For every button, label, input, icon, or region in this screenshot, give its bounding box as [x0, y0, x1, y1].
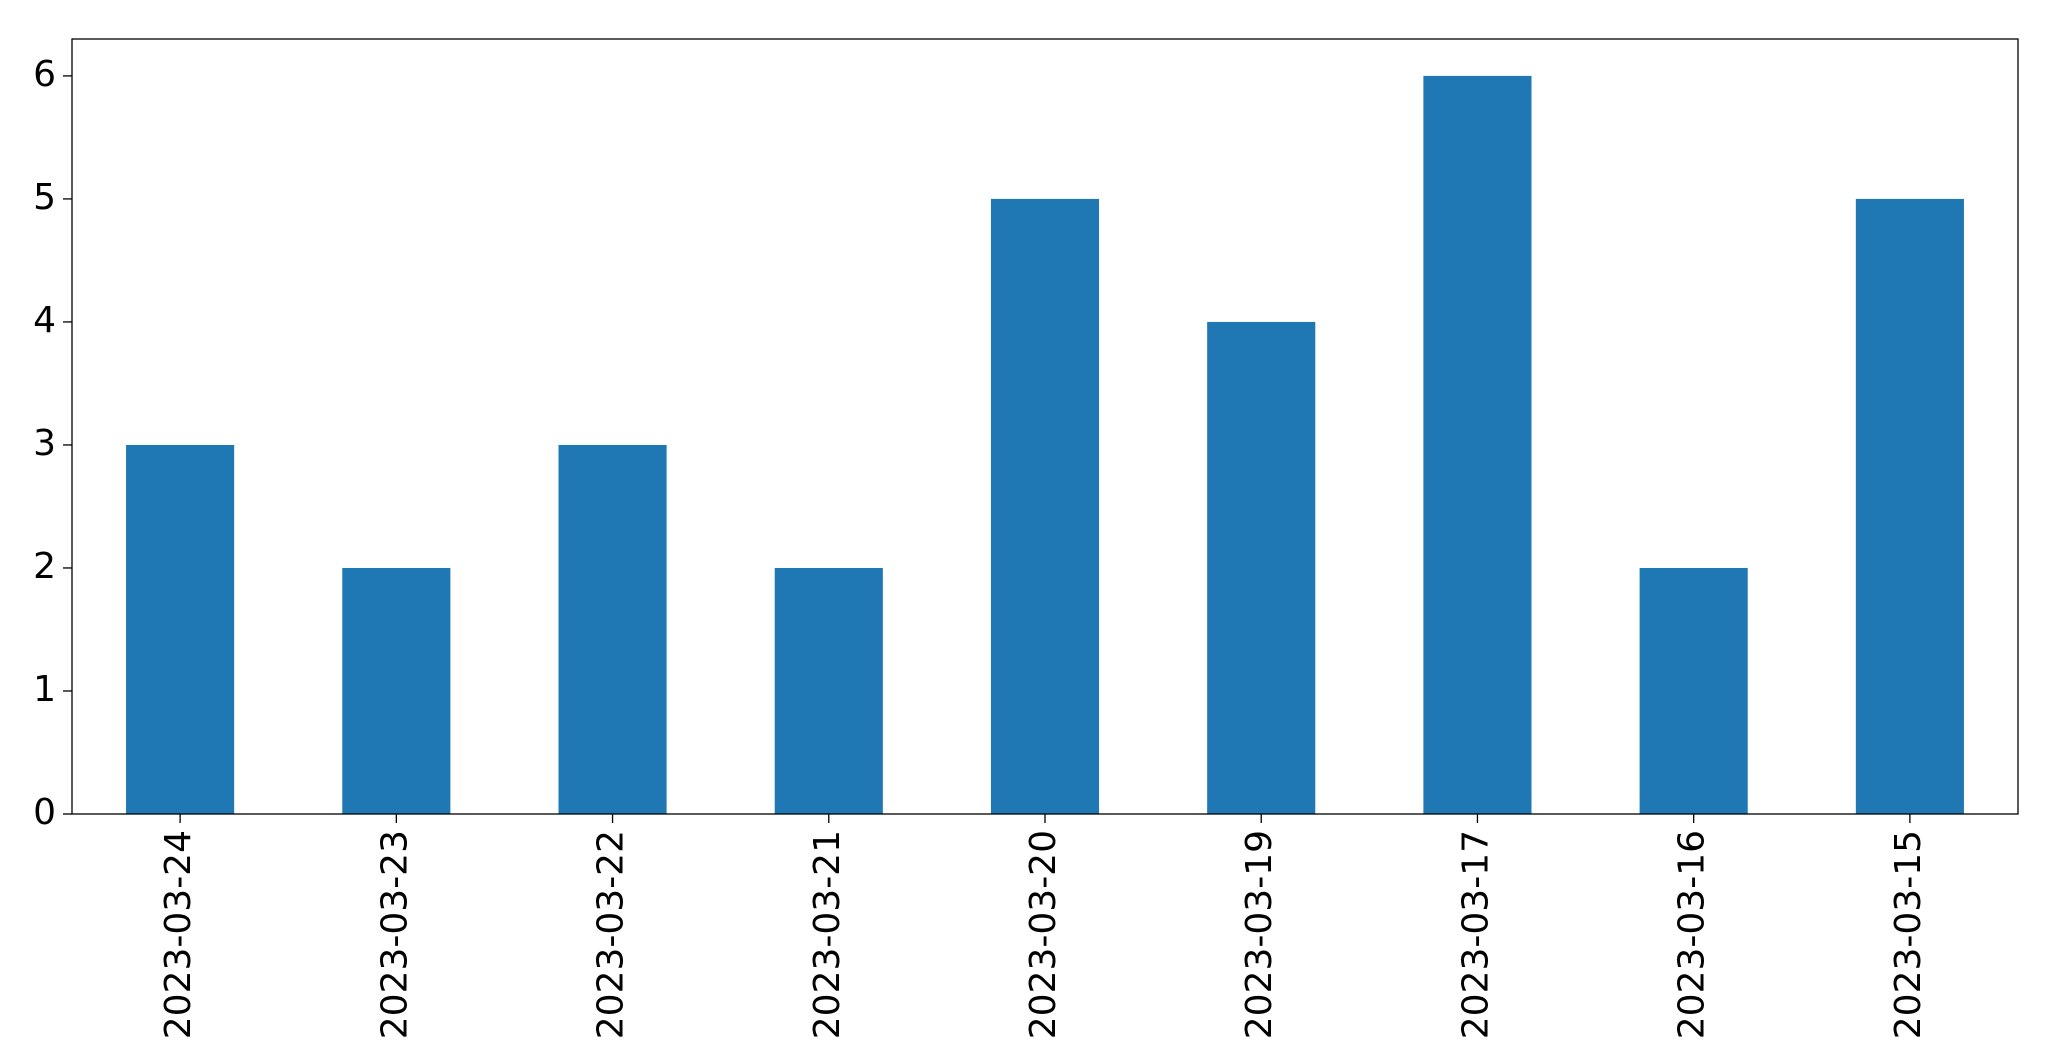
- x-tick-label: 2023-03-20: [1023, 830, 1064, 1039]
- x-tick-label: 2023-03-17: [1455, 830, 1496, 1039]
- bar: [342, 567, 451, 814]
- x-tick-label: 2023-03-24: [158, 830, 199, 1039]
- x-tick-label: 2023-03-19: [1239, 830, 1280, 1039]
- x-tick-label: 2023-03-23: [374, 830, 415, 1039]
- y-tick-label: 2: [33, 546, 56, 587]
- x-tick-label: 2023-03-15: [1888, 830, 1929, 1039]
- bar: [774, 567, 883, 814]
- plot-frame: [71, 38, 2019, 815]
- y-tick-label: 0: [33, 792, 56, 833]
- x-tick-label: 2023-03-22: [591, 830, 632, 1039]
- x-tick-label: 2023-03-16: [1672, 830, 1713, 1039]
- y-tick-label: 4: [33, 300, 56, 341]
- y-tick-label: 3: [33, 423, 56, 464]
- bar: [558, 444, 667, 814]
- bar: [1207, 321, 1316, 814]
- y-tick-label: 6: [33, 54, 56, 95]
- y-tick-label: 5: [33, 177, 56, 218]
- bar: [1423, 75, 1532, 814]
- bar: [990, 198, 1100, 814]
- bar: [126, 444, 235, 814]
- bar: [1639, 567, 1748, 814]
- y-tick-label: 1: [33, 669, 56, 710]
- x-tick-label: 2023-03-21: [807, 830, 848, 1039]
- bar: [1855, 198, 1964, 814]
